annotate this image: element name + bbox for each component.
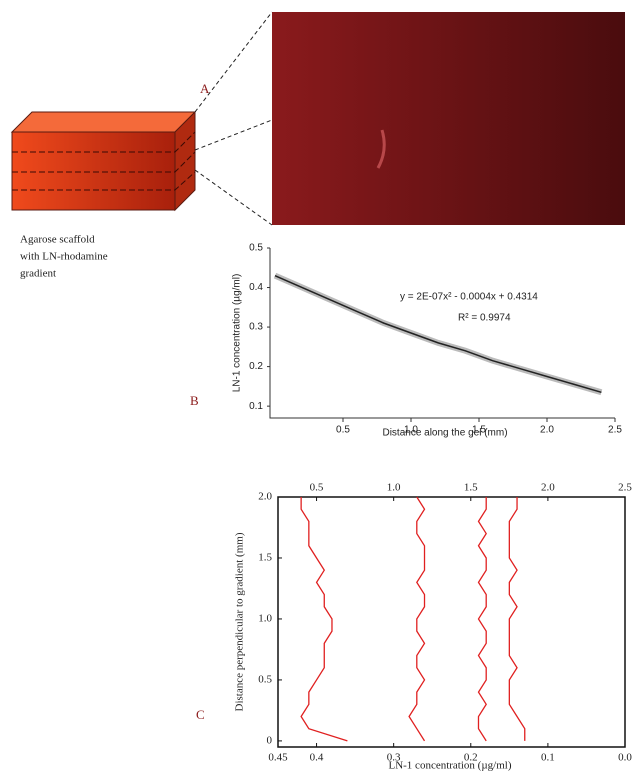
caption: gradient: [20, 268, 56, 280]
panel-label: B: [190, 393, 199, 408]
x2-tick-label: 1.0: [387, 482, 401, 494]
x-tick-label: 1.5: [472, 425, 486, 436]
x-tick-label: 2.5: [608, 425, 622, 436]
y-tick-label: 0.1: [249, 401, 263, 412]
panel-label: A: [200, 81, 210, 96]
trace: [300, 497, 348, 742]
x-tick-label: 0.1: [541, 752, 555, 764]
data-line: [274, 274, 602, 394]
y-tick-label: 0.2: [249, 361, 263, 372]
x2-tick-label: 1.5: [464, 482, 478, 494]
r-squared: R² = 0.9974: [458, 313, 511, 324]
trace: [477, 497, 487, 742]
panel-label: C: [196, 707, 205, 722]
caption: Agarose scaffold: [20, 234, 95, 246]
x-tick-label: 0.0: [618, 752, 632, 764]
trace: [408, 496, 426, 742]
gel-image: [272, 12, 625, 225]
x-tick-label: 0.2: [464, 752, 478, 764]
y-axis-label: Distance perpendicular to gradient (mm): [234, 532, 246, 711]
x2-tick-label: 0.5: [310, 482, 324, 494]
scaffold-box: [10, 110, 197, 212]
y-tick-label: 0.4: [249, 282, 263, 293]
y-tick-label: 0: [267, 734, 273, 746]
x-tick-label: 2.0: [540, 425, 554, 436]
axes: [269, 248, 615, 419]
x-axis-label: Distance along the gel (mm): [382, 428, 507, 439]
x-tick-label: 0.4: [310, 752, 324, 764]
y-axis-label: LN-1 concentration (µg/ml): [232, 274, 243, 393]
x-tick-label: 0.5: [336, 425, 350, 436]
gel-feature: [376, 129, 386, 169]
y-tick-label: 0.5: [258, 673, 272, 685]
x-tick-label: 0.3: [387, 752, 401, 764]
caption: with LN-rhodamine: [20, 251, 108, 263]
y-tick-label: 0.3: [249, 322, 263, 333]
y-tick-label: 2.0: [258, 491, 272, 503]
x-tick-label: 0.45: [268, 752, 288, 764]
x-tick-label: 1.0: [404, 425, 418, 436]
plot-frame: [277, 496, 626, 748]
equation: y = 2E-07x² - 0.0004x + 0.4314: [400, 292, 538, 303]
x2-tick-label: 2.0: [541, 482, 555, 494]
zoom-lines: [194, 11, 273, 226]
y-tick-label: 1.5: [258, 552, 272, 564]
x2-tick-label: 2.5: [618, 482, 632, 494]
trace: [508, 497, 526, 741]
y-tick-label: 0.5: [249, 243, 263, 254]
x-axis-label: LN-1 concentration (µg/ml): [388, 760, 511, 772]
y-tick-label: 1.0: [258, 612, 272, 624]
